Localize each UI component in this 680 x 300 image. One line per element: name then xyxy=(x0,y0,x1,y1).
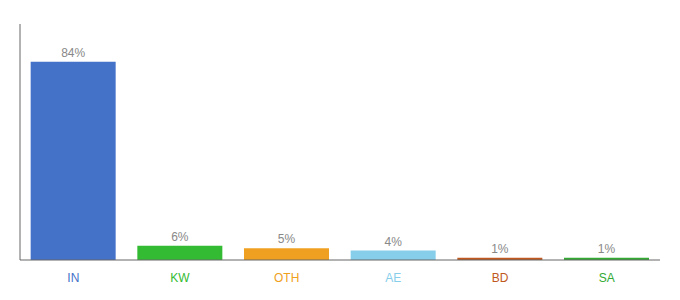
svg-text:BD: BD xyxy=(492,271,509,285)
svg-text:84%: 84% xyxy=(61,46,85,60)
svg-text:1%: 1% xyxy=(598,242,616,256)
svg-text:OTH: OTH xyxy=(274,271,299,285)
svg-text:KW: KW xyxy=(170,271,190,285)
svg-text:6%: 6% xyxy=(171,230,189,244)
svg-text:1%: 1% xyxy=(491,242,509,256)
svg-text:IN: IN xyxy=(67,271,79,285)
svg-text:4%: 4% xyxy=(384,235,402,249)
svg-text:5%: 5% xyxy=(278,232,296,246)
svg-text:AE: AE xyxy=(385,271,401,285)
svg-text:SA: SA xyxy=(599,271,615,285)
